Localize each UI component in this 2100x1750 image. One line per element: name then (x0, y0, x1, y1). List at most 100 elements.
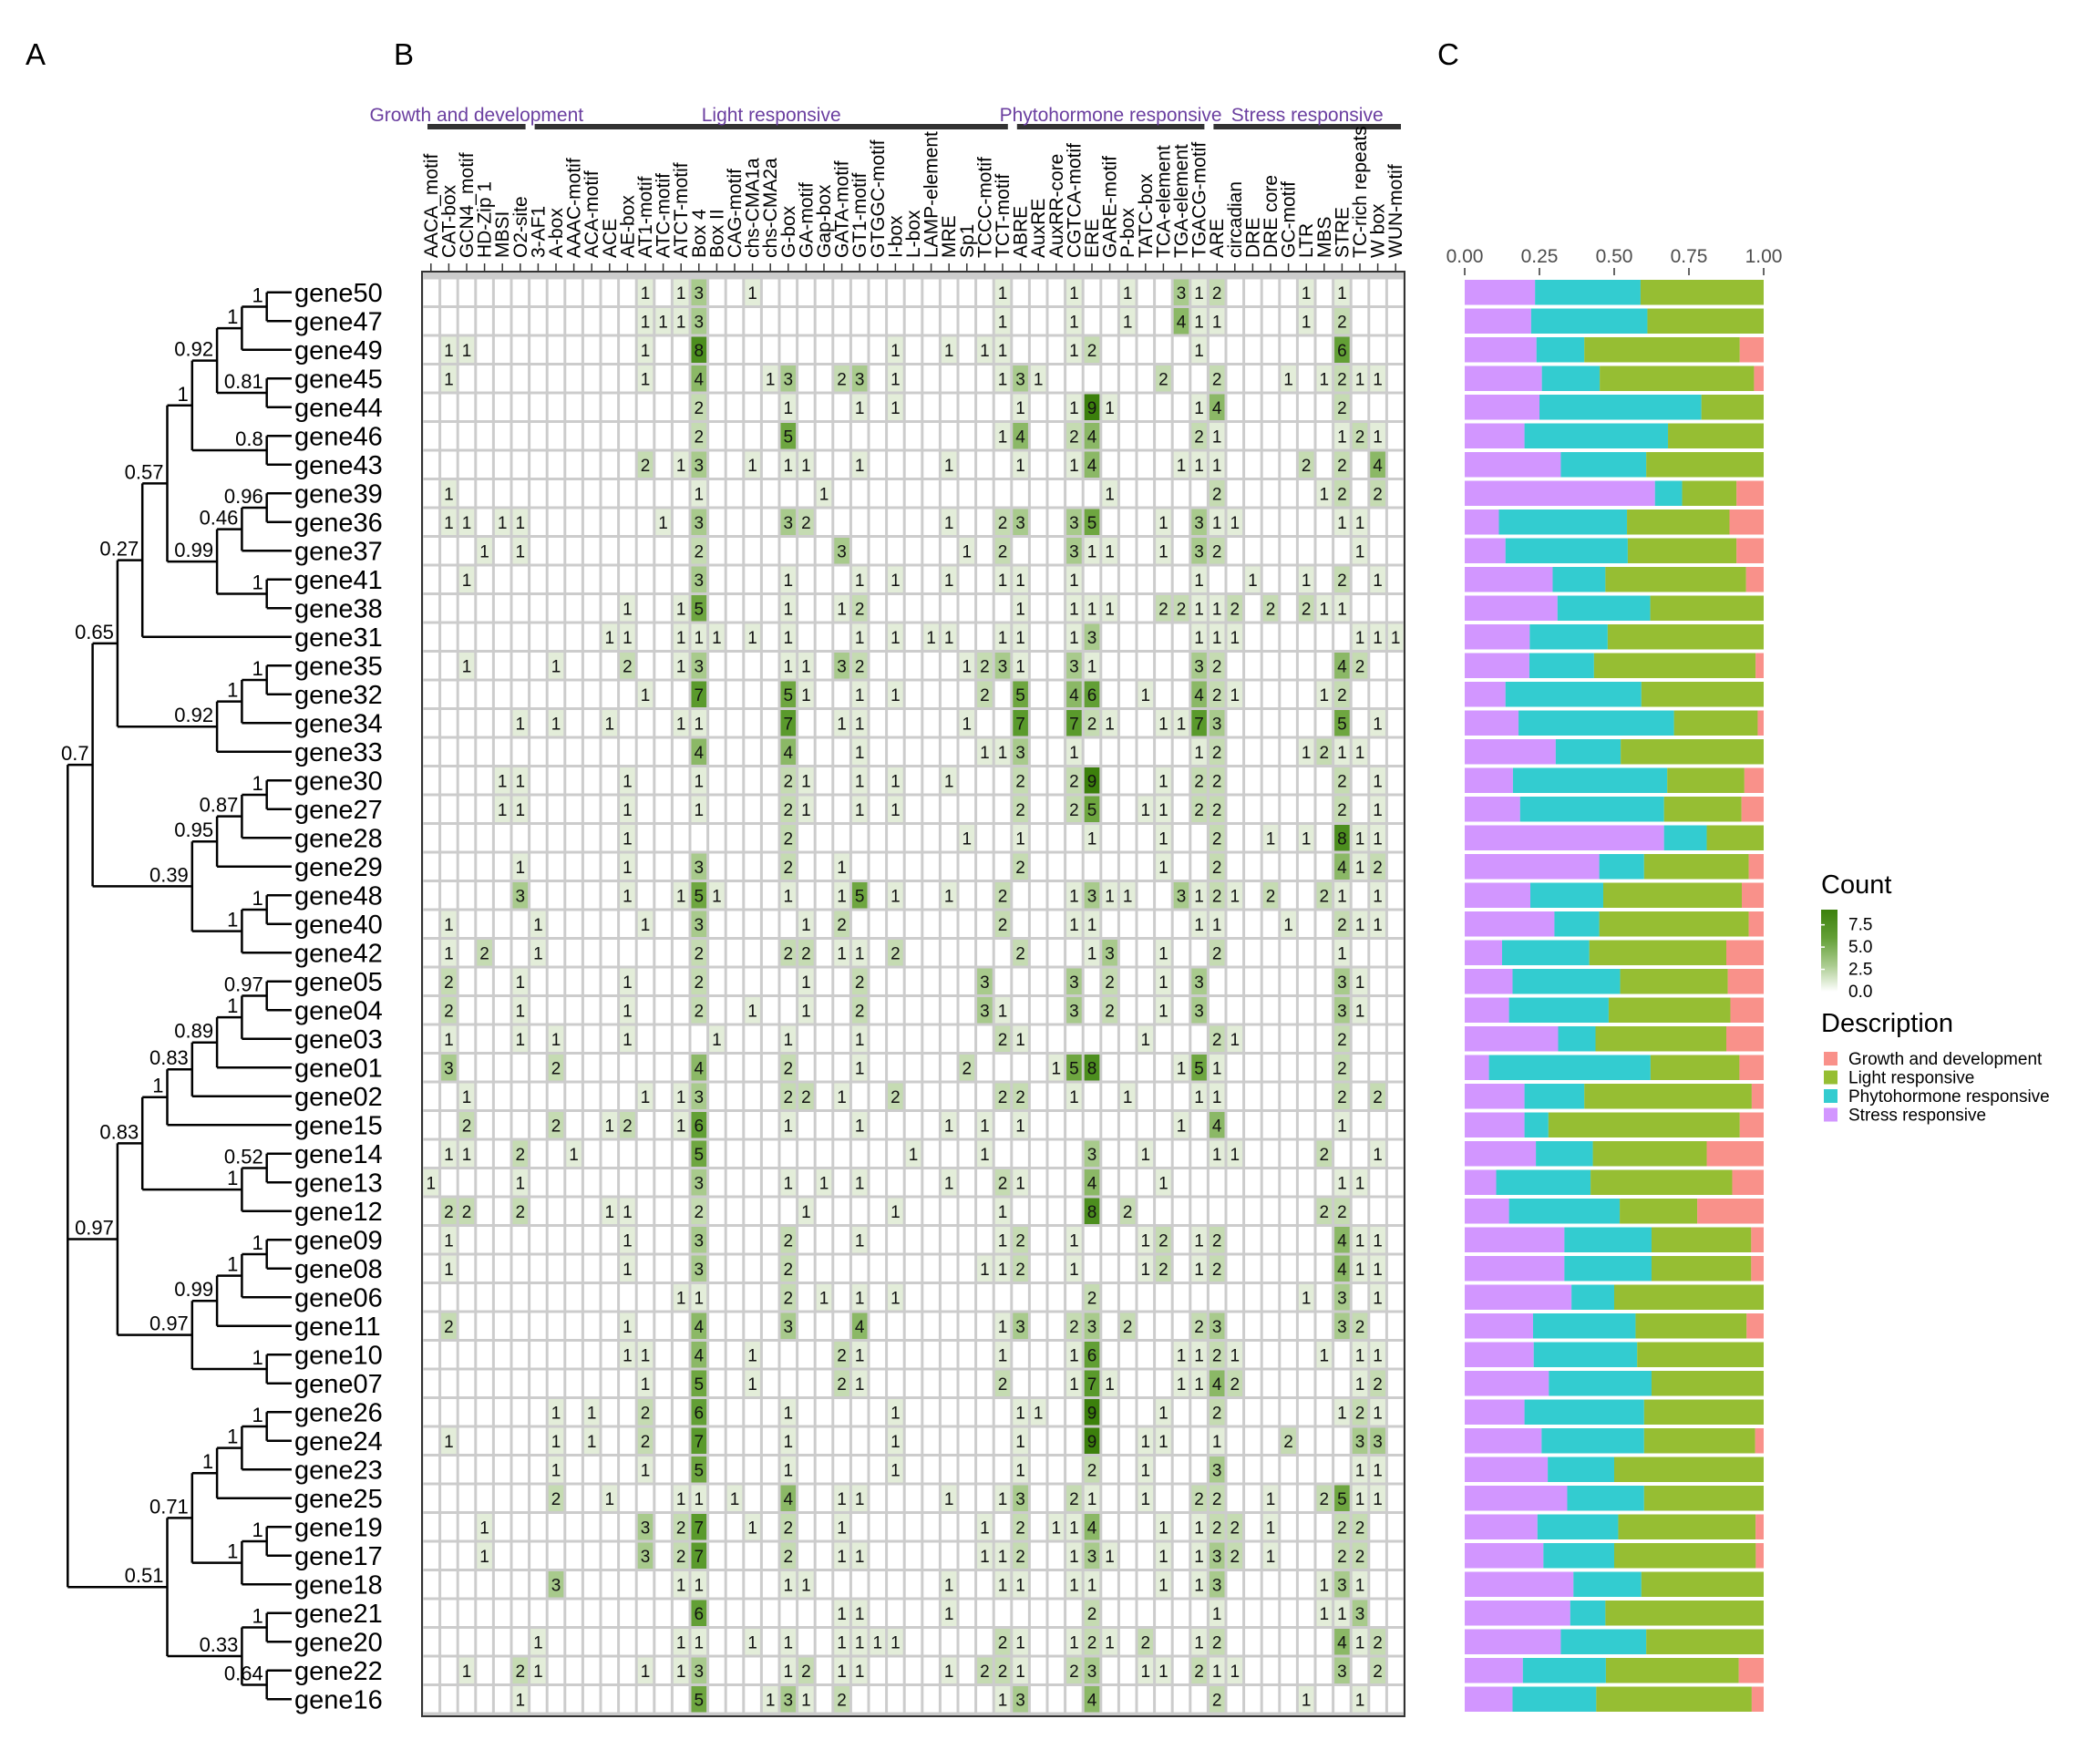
cell-count: 5 (1194, 1059, 1204, 1078)
heatmap-cell (1191, 394, 1207, 420)
heatmap-cell (512, 1485, 529, 1511)
heatmap-cell (494, 853, 510, 880)
heatmap-cell (870, 710, 886, 736)
heatmap-cell (512, 595, 529, 622)
cell-count: 1 (1069, 744, 1079, 763)
heatmap-cell (477, 968, 492, 994)
heatmap-cell (745, 1198, 760, 1224)
heatmap-cell (905, 940, 921, 966)
heatmap-cell (1173, 1686, 1189, 1713)
bar-segment-stress-responsive (1465, 1055, 1489, 1080)
heatmap-cell (673, 538, 689, 564)
heatmap-cell (1387, 968, 1404, 994)
heatmap-cell (494, 451, 510, 478)
cell-count: 1 (712, 629, 722, 648)
heatmap-cell (726, 1657, 743, 1683)
heatmap-cell (566, 653, 582, 679)
heatmap-cell (1281, 653, 1296, 679)
gene-label: gene01 (294, 1054, 383, 1083)
heatmap-cell (1048, 767, 1065, 794)
heatmap-cell (691, 480, 707, 507)
gene-label: gene27 (294, 796, 383, 825)
bar-segment-phytohormone-responsive (1532, 1313, 1636, 1339)
heatmap-cell (1013, 1370, 1028, 1396)
bar-segment-light-responsive (1643, 854, 1749, 880)
heatmap-cell (994, 911, 1011, 937)
cell-count: 1 (998, 571, 1008, 591)
cell-count: 1 (641, 1346, 651, 1365)
cell-count: 2 (1015, 1548, 1025, 1567)
heatmap-cell (1138, 423, 1154, 449)
cell-count: 3 (695, 657, 705, 676)
heatmap-cell (1084, 279, 1100, 305)
heatmap-cell (477, 365, 492, 392)
gene-label: gene19 (294, 1513, 383, 1542)
heatmap-cell (441, 1370, 457, 1396)
cell-count: 2 (1373, 1633, 1383, 1652)
heatmap-cell (441, 1112, 457, 1138)
heatmap-cell (441, 911, 457, 937)
heatmap-cell (530, 1312, 546, 1339)
bootstrap-support: 0.64 (224, 1662, 263, 1685)
heatmap-cell (977, 1427, 993, 1454)
cell-count: 2 (1158, 600, 1168, 619)
heatmap-cell (745, 653, 760, 679)
cell-count: 1 (944, 887, 954, 906)
cell-count: 3 (1194, 1002, 1204, 1021)
motif-label: TC-rich repeats (1350, 126, 1371, 258)
cell-count: 1 (1337, 944, 1347, 963)
motif-label: MBSI (492, 211, 513, 258)
heatmap-cell (745, 738, 760, 765)
bar-segment-phytohormone-responsive (1524, 1399, 1644, 1425)
heatmap-cell (1298, 853, 1314, 880)
cell-count: 1 (837, 1088, 847, 1107)
heatmap-cell (726, 1629, 743, 1655)
heatmap-cell (1191, 480, 1207, 507)
heatmap-cell (834, 509, 849, 535)
heatmap-cell (1298, 1025, 1314, 1052)
heatmap-cell (512, 825, 529, 851)
gene-label: gene05 (294, 968, 383, 997)
heatmap-cell (691, 968, 707, 994)
bar-segment-stress-responsive (1465, 1686, 1513, 1712)
heatmap-cell (709, 1427, 725, 1454)
heatmap-cell (530, 1514, 546, 1540)
heatmap-cell (762, 394, 778, 420)
heatmap-cell (548, 1140, 564, 1167)
heatmap-cell (977, 681, 993, 707)
cell-count: 7 (784, 715, 794, 734)
heatmap-cell (1370, 710, 1385, 736)
heatmap-cell (1048, 796, 1065, 822)
heatmap-cell (1191, 882, 1207, 909)
cell-count: 1 (1283, 916, 1293, 935)
bar-segment-stress-responsive (1465, 1313, 1533, 1339)
cell-count: 1 (1069, 1088, 1079, 1107)
cell-count: 2 (1337, 686, 1347, 705)
heatmap-cell (1084, 623, 1100, 650)
heatmap-cell (602, 1025, 618, 1052)
cell-count: 1 (695, 485, 705, 504)
heatmap-cell (620, 595, 635, 622)
heatmap-cell (1030, 1083, 1046, 1109)
gene-label: gene41 (294, 566, 383, 595)
heatmap-cell (923, 623, 939, 650)
motif-label: HD-Zip 1 (475, 181, 496, 258)
heatmap-cell (1262, 1370, 1279, 1396)
gene-label: gene44 (294, 394, 383, 423)
cell-count: 3 (1337, 1002, 1347, 1021)
heatmap-cell (1316, 1169, 1333, 1196)
heatmap-cell (1316, 1514, 1333, 1540)
heatmap-cell (655, 1227, 671, 1253)
heatmap-cell (870, 451, 886, 478)
heatmap-cell (1119, 738, 1136, 765)
panel-letter-b: B (394, 37, 414, 71)
motif-label: MBS (1314, 216, 1335, 258)
cell-count: 1 (1302, 1691, 1312, 1710)
heatmap-cell (1191, 1169, 1207, 1196)
heatmap-cell (1370, 653, 1385, 679)
heatmap-cell (1209, 336, 1225, 363)
heatmap-cell (548, 1370, 564, 1396)
cell-count: 2 (784, 944, 794, 963)
heatmap-cell (726, 1198, 743, 1224)
heatmap-cell (655, 738, 671, 765)
